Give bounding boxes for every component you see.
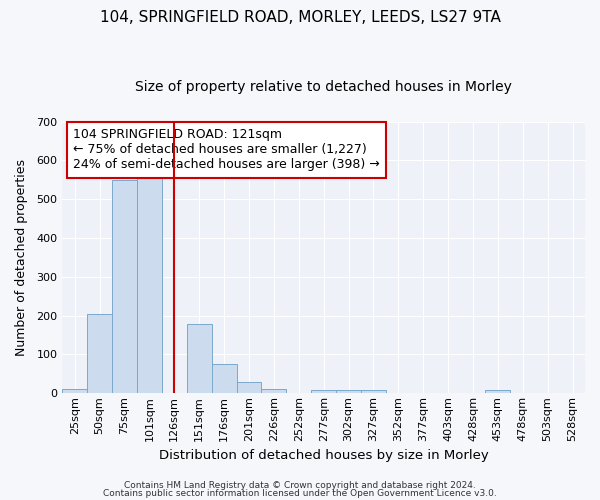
Title: Size of property relative to detached houses in Morley: Size of property relative to detached ho… bbox=[135, 80, 512, 94]
Bar bbox=[336, 390, 361, 394]
Bar bbox=[485, 390, 511, 394]
Bar bbox=[137, 178, 162, 394]
Bar bbox=[187, 324, 212, 394]
Bar bbox=[87, 314, 112, 394]
Y-axis label: Number of detached properties: Number of detached properties bbox=[15, 159, 28, 356]
Bar bbox=[361, 390, 386, 394]
Text: 104, SPRINGFIELD ROAD, MORLEY, LEEDS, LS27 9TA: 104, SPRINGFIELD ROAD, MORLEY, LEEDS, LS… bbox=[100, 10, 500, 25]
Text: Contains public sector information licensed under the Open Government Licence v3: Contains public sector information licen… bbox=[103, 488, 497, 498]
Text: 104 SPRINGFIELD ROAD: 121sqm
← 75% of detached houses are smaller (1,227)
24% of: 104 SPRINGFIELD ROAD: 121sqm ← 75% of de… bbox=[73, 128, 380, 172]
Bar bbox=[112, 180, 137, 394]
Bar bbox=[212, 364, 236, 394]
X-axis label: Distribution of detached houses by size in Morley: Distribution of detached houses by size … bbox=[159, 450, 488, 462]
Bar bbox=[262, 390, 286, 394]
Bar bbox=[311, 390, 336, 394]
Bar bbox=[62, 390, 87, 394]
Bar bbox=[236, 382, 262, 394]
Text: Contains HM Land Registry data © Crown copyright and database right 2024.: Contains HM Land Registry data © Crown c… bbox=[124, 481, 476, 490]
